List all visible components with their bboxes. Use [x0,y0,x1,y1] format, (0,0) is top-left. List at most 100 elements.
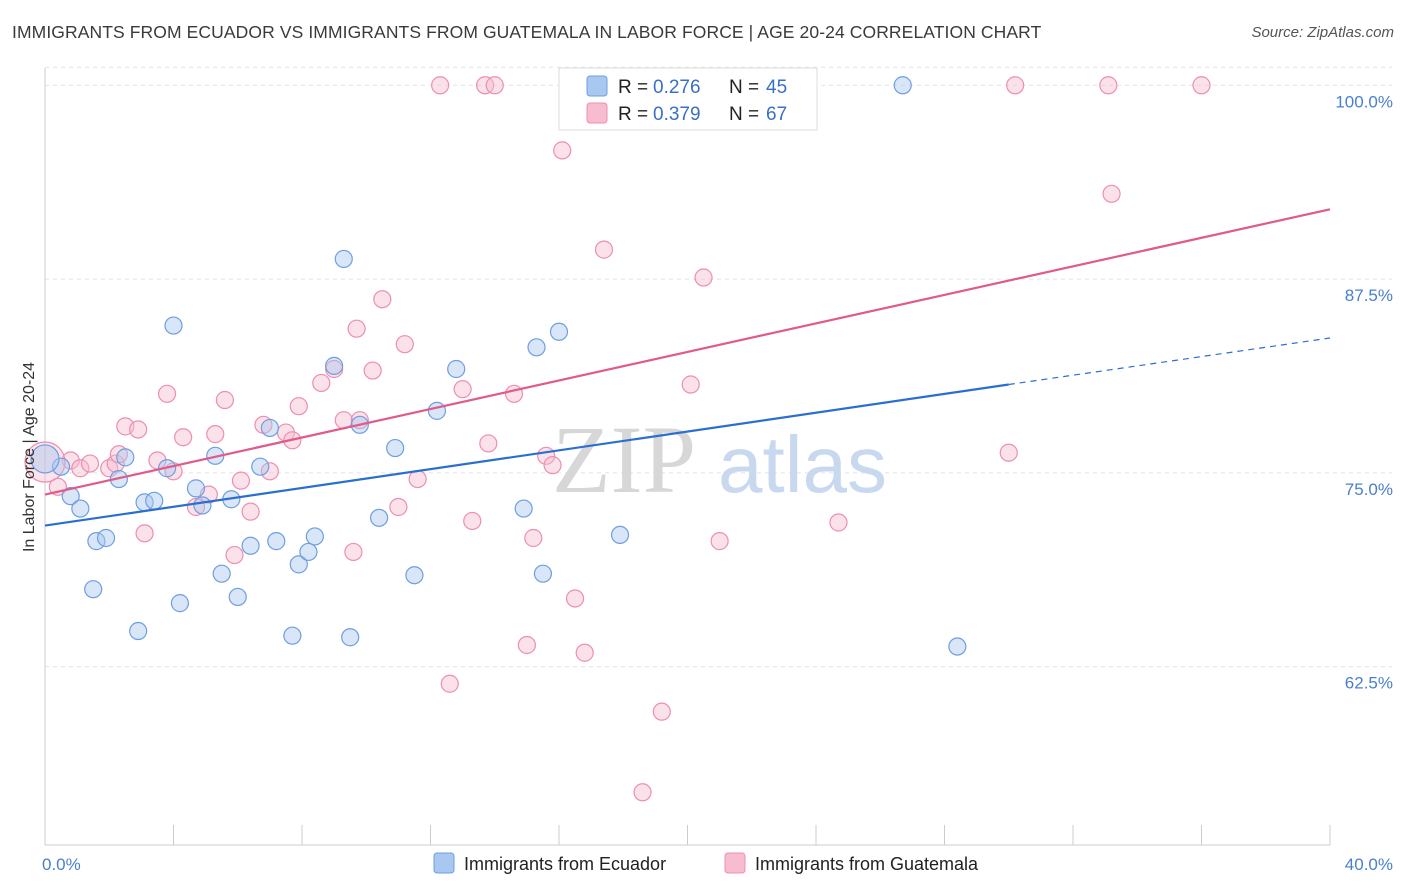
ecuador-point [51,457,71,476]
ecuador-point [87,532,106,551]
guatemala-point [553,141,572,160]
ecuador-point [241,536,260,555]
ecuador-point [299,542,318,562]
guatemala-point [479,434,498,453]
ecuador-trend-line [44,383,1009,527]
guatemala-point [594,240,614,259]
guatemala-point [1099,76,1118,95]
guatemala-point [129,420,148,439]
guatemala-point [1192,76,1211,95]
ecuador-point [610,525,630,545]
guatemala-point [575,643,594,662]
ecuador-point [228,587,247,607]
x-tick-label-min: 0.0% [42,855,81,874]
bottom-legend-ecuador: Immigrants from Ecuador [464,854,666,874]
ecuador-point [260,418,279,438]
guatemala-point [215,390,234,410]
ecuador-point [71,499,90,518]
guatemala-point [681,375,700,394]
legend-n-value-ecuador: 45 [766,77,787,98]
guatemala-point [652,702,671,721]
ecuador-point [533,564,553,583]
watermark-atlas: atlas [718,420,887,509]
source-credit: Source: ZipAtlas.com [1251,24,1394,41]
ecuador-point [164,316,183,335]
guatemala-point [80,454,100,473]
ecuador-point [305,527,324,546]
legend-n-label-guatemala: N = [729,104,759,125]
guatemala-point [225,545,244,565]
guatemala-point [312,373,331,393]
guatemala-point [476,76,495,95]
guatemala-point [463,511,482,531]
guatemala-point [440,674,459,693]
gridlines [45,66,1392,668]
ecuador-point [193,496,212,515]
y-tick-label: 87.5% [1345,286,1393,305]
guatemala-point [543,456,562,475]
ecuador-point [145,491,164,510]
legend-r-value-guatemala: 0.379 [653,104,701,125]
guatemala-point [829,513,848,532]
ecuador-points [30,76,967,656]
ecuador-point-cluster [30,444,60,474]
ecuador-point [283,626,302,645]
guatemala-point [231,471,251,490]
guatemala-point [999,443,1018,462]
guatemala-point [485,76,504,95]
legend-r-label-ecuador: R = [618,77,648,98]
guatemala-point [453,380,472,399]
guatemala-point [408,469,427,489]
ecuador-point [116,448,135,467]
watermark-zip: ZIP [552,406,696,513]
ecuador-point [447,359,466,379]
ecuador-point [289,555,308,574]
guatemala-point [71,459,90,478]
ecuador-point [948,637,967,656]
ecuador-point [405,566,424,585]
guatemala-point [174,428,193,447]
guatemala-point [157,384,177,403]
guatemala-point [363,361,382,380]
bottom-legend-swatch-ecuador [433,852,455,874]
ecuador-point [334,249,353,269]
guatemala-point [431,76,450,95]
guatemala-point [504,384,524,403]
guatemala-point [565,589,585,608]
ecuador-point [549,322,569,341]
legend-swatch-ecuador [586,75,608,97]
trend-lines [44,208,1331,527]
y-tick-label: 100.0% [1335,92,1393,111]
ecuador-point [61,487,80,506]
legend: R = 0.276 N = 45 R = 0.379 N = 67 [558,67,818,131]
ecuador-point [186,479,206,498]
bottom-legend: Immigrants from Ecuador Immigrants from … [433,852,979,874]
guatemala-point [710,532,729,551]
axes: 62.5% 75.0% 87.5% 100.0% 0.0% 40.0% [42,68,1393,874]
ecuador-point [170,594,190,613]
guatemala-point [289,397,308,416]
bottom-legend-guatemala: Immigrants from Guatemala [755,854,979,874]
guatemala-point [206,425,225,444]
ecuador-point [341,628,360,647]
guatemala-point [524,528,543,548]
y-axis-label: In Labor Force | Age 20-24 [21,362,38,552]
x-tick-label-max: 40.0% [1345,855,1393,874]
ecuador-point [893,76,912,95]
bottom-legend-swatch-guatemala [724,852,746,874]
legend-n-value-guatemala: 67 [766,104,787,125]
guatemala-point [633,783,652,802]
y-tick-label: 75.0% [1345,480,1393,499]
legend-n-label-ecuador: N = [729,77,759,98]
ecuador-point [212,564,231,583]
legend-r-label-guatemala: R = [618,104,648,125]
chart-title: IMMIGRANTS FROM ECUADOR VS IMMIGRANTS FR… [12,22,1042,42]
ecuador-point [386,438,405,458]
ecuador-point [96,528,116,548]
guatemala-point [135,524,154,543]
guatemala-point [344,542,363,562]
guatemala-point [694,268,713,287]
guatemala-trend-line [44,208,1331,496]
guatemala-point [61,451,80,470]
